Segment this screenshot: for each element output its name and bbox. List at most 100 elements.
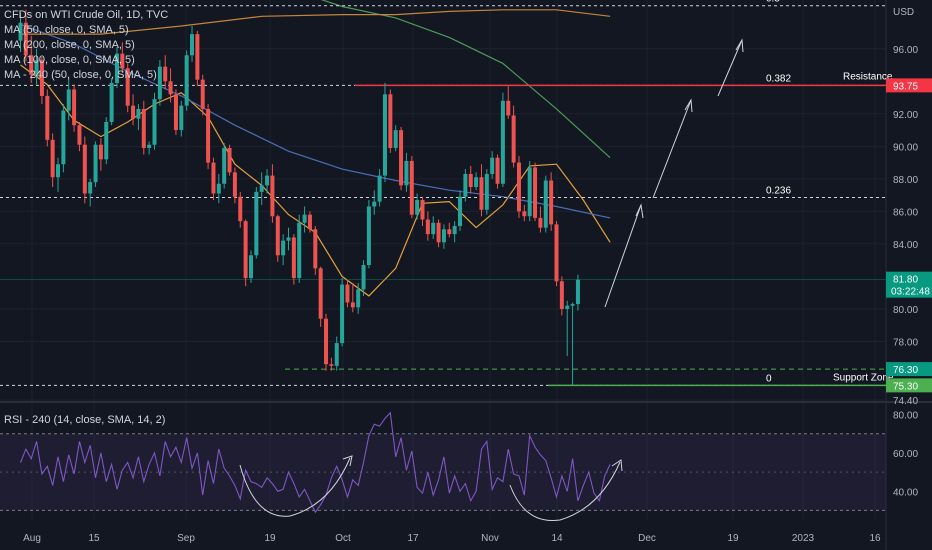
legend-title[interactable]: CFDs on WTI Crude Oil, 1D, TVC xyxy=(4,9,169,21)
support-zone-label: Support Zone xyxy=(833,372,894,383)
ma-line xyxy=(320,0,611,159)
candle-body xyxy=(447,229,452,235)
legend-ma100[interactable]: MA (100, close, 0, SMA, 5) xyxy=(4,54,135,66)
candle-body xyxy=(157,66,162,100)
candle-body xyxy=(131,105,136,119)
candle-body xyxy=(463,173,468,197)
candle-body xyxy=(114,53,119,83)
candle-body xyxy=(173,94,178,131)
candle-body xyxy=(179,105,184,131)
time-tick: 19 xyxy=(727,533,739,544)
price-tick: 84.00 xyxy=(893,240,918,251)
candle-body xyxy=(549,180,554,225)
candle-body xyxy=(420,200,425,220)
price-tick: 78.00 xyxy=(893,337,918,348)
candle-body xyxy=(291,237,296,279)
candle-body xyxy=(34,60,39,75)
time-tick: Sep xyxy=(177,533,195,544)
candle-body xyxy=(404,160,409,186)
candle-body xyxy=(23,22,28,56)
candle-body xyxy=(366,206,371,266)
candle-body xyxy=(516,162,521,212)
rsi-tick: 60.00 xyxy=(893,449,918,460)
candle-body xyxy=(334,343,339,366)
support-lower-text: 75.30 xyxy=(893,381,918,392)
candle-body xyxy=(190,34,195,56)
time-tick: 2023 xyxy=(792,533,815,544)
candle-body xyxy=(109,82,114,122)
candle-body xyxy=(372,201,377,207)
arrow-head xyxy=(342,455,353,467)
candle-body xyxy=(152,99,157,145)
candle-body xyxy=(559,281,564,309)
candle-body xyxy=(345,284,350,303)
time-tick: Nov xyxy=(481,533,499,544)
candle-body xyxy=(29,55,34,75)
ma-line xyxy=(20,9,611,35)
legend-ma240[interactable]: MA - 240 (50, close, 0, SMA, 5) xyxy=(4,69,157,81)
candle-body xyxy=(211,162,216,194)
candle-body xyxy=(275,216,280,256)
candle-body xyxy=(125,68,130,106)
candle-body xyxy=(500,100,505,184)
rsi-tick: 80.00 xyxy=(893,411,918,422)
price-tick: 88.00 xyxy=(893,175,918,186)
price-tick: 90.00 xyxy=(893,142,918,153)
price-tick: 80.00 xyxy=(893,305,918,316)
last-price-tag xyxy=(886,271,932,298)
resistance-tag-text: 93.75 xyxy=(893,81,918,92)
resistance-label: Resistance xyxy=(843,71,893,82)
candle-body xyxy=(93,144,98,183)
candle-body xyxy=(50,139,55,178)
annotations xyxy=(604,38,744,308)
candle-body xyxy=(286,237,291,241)
rsi-tick: 40.00 xyxy=(893,487,918,498)
candle-body xyxy=(570,304,575,306)
candle-body xyxy=(495,157,500,184)
currency-label: USD xyxy=(893,7,914,18)
price-tick: 92.00 xyxy=(893,110,918,121)
legend-ma200[interactable]: MA (200, close, 0, SMA, 5) xyxy=(4,39,135,51)
candle-body xyxy=(195,34,200,80)
candle-body xyxy=(436,222,441,243)
fib-level-label: 0.5 xyxy=(766,0,780,5)
candle-body xyxy=(200,79,205,109)
candle-body xyxy=(522,211,527,217)
candle-body xyxy=(232,172,237,197)
axes: USD 96.00 92.00 90.00 88.00 86.00 84.00 80.00 78… xyxy=(23,7,918,544)
candle-body xyxy=(554,224,559,282)
time-tick: Dec xyxy=(638,533,656,544)
candle-body xyxy=(441,229,446,243)
candle-body xyxy=(243,221,248,279)
candle-body xyxy=(222,147,227,184)
candle-body xyxy=(415,200,420,215)
candle-body xyxy=(248,255,253,279)
candle-body xyxy=(259,185,264,192)
candle-body xyxy=(527,167,532,217)
candle-body xyxy=(506,100,511,116)
candle-body xyxy=(543,180,548,228)
candle-body xyxy=(66,89,71,111)
candle-body xyxy=(409,160,414,215)
last-price-text: 81.80 xyxy=(893,275,918,286)
candle-body xyxy=(382,94,387,176)
candle-body xyxy=(141,108,146,148)
rsi-curve-annotation xyxy=(239,457,351,517)
candle-body xyxy=(136,108,141,119)
candle-body xyxy=(307,214,312,230)
candle-body xyxy=(297,222,302,279)
arrow-head xyxy=(735,38,744,53)
candle-body xyxy=(484,173,489,210)
fib-level-label: 0 xyxy=(766,373,772,384)
rsi-legend[interactable]: RSI - 240 (14, close, SMA, 14, 2) xyxy=(4,414,166,426)
support-upper-tag xyxy=(886,362,932,377)
candle-body xyxy=(468,173,473,187)
candle-body xyxy=(82,144,87,194)
candle-body xyxy=(340,284,345,344)
time-tick: 14 xyxy=(551,533,563,544)
legend-ma50[interactable]: MA (50, close, 0, SMA, 5) xyxy=(4,24,129,36)
rsi-curve-annotation xyxy=(509,461,621,522)
fib-level-label: 0.382 xyxy=(766,73,791,84)
candle-body xyxy=(120,53,125,69)
